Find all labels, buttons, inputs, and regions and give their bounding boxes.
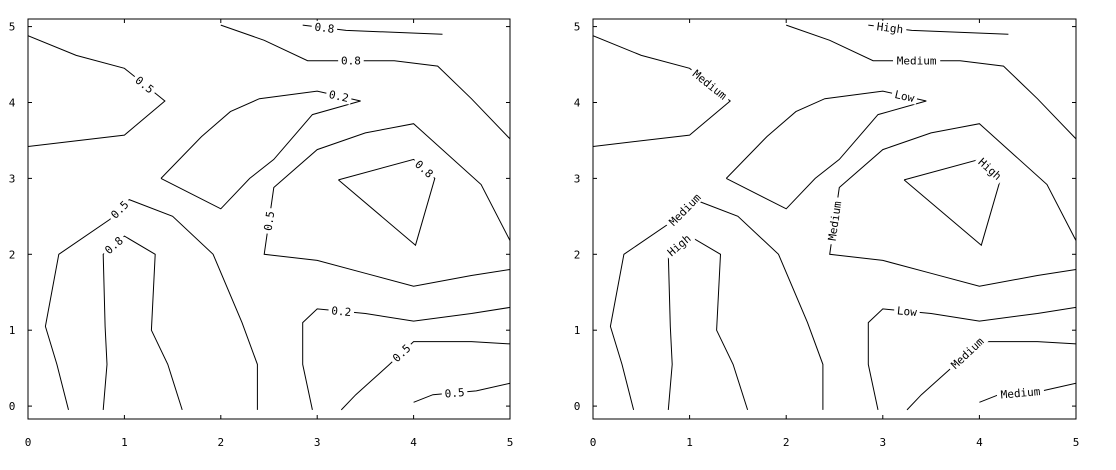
contour-label: 0.5 xyxy=(444,386,465,401)
x-tick-label: 4 xyxy=(410,436,417,449)
contour-line-8 xyxy=(102,235,183,411)
contour-line-5 xyxy=(829,123,1076,287)
y-tick-label: 4 xyxy=(9,96,16,109)
y-tick-label: 5 xyxy=(9,21,16,34)
contour-line-7 xyxy=(44,199,258,411)
contour-label-background xyxy=(327,304,355,319)
contour-label-background xyxy=(106,196,133,223)
contour-label-background xyxy=(873,19,908,36)
x-tick-label: 0 xyxy=(590,436,597,449)
contour-label: High xyxy=(876,20,904,36)
chart-panel-1: 0 1 2 3 4 50123450.50.80.80.20.50.80.50.80.20… xyxy=(9,18,514,449)
contour-label-background xyxy=(130,71,159,98)
plot-frame xyxy=(592,18,1077,420)
contour-lines xyxy=(28,24,510,411)
contour-label-background xyxy=(687,65,733,105)
contour-line-9 xyxy=(867,306,1076,411)
contour-label-background xyxy=(325,87,353,105)
x-tick-label: 2 xyxy=(783,436,790,449)
x-tick-label: 1 xyxy=(686,436,693,449)
plot-frame xyxy=(27,18,511,420)
contour-label-background xyxy=(310,20,338,36)
contour-label: Medium xyxy=(1000,385,1041,401)
contour-line-8 xyxy=(667,235,749,411)
x-tick-label: 1 xyxy=(121,436,128,449)
y-tick-label: 1 xyxy=(9,324,16,337)
contour-label-background xyxy=(662,229,696,261)
contour-label-background xyxy=(893,54,941,67)
x-tick-label: 5 xyxy=(507,436,514,449)
x-tick-label: 4 xyxy=(976,436,983,449)
contour-label: Medium xyxy=(826,200,845,242)
contour-label: Medium xyxy=(949,335,987,372)
contour-line-4 xyxy=(725,90,927,210)
y-tick-label: 3 xyxy=(9,172,16,185)
contour-label-background xyxy=(388,339,415,367)
contour-label-background xyxy=(946,332,989,374)
contour-line-10 xyxy=(906,341,1076,411)
contour-label-background xyxy=(825,196,844,246)
y-tick-label: 0 xyxy=(9,400,16,413)
contour-label: 0.8 xyxy=(314,21,335,36)
y-tick-label: 1 xyxy=(574,324,581,337)
contour-label: 0.5 xyxy=(262,210,278,232)
contour-label: Medium xyxy=(897,55,937,68)
contour-label: 0.8 xyxy=(341,55,361,68)
contour-label-background xyxy=(441,385,468,400)
x-tick-label: 3 xyxy=(879,436,886,449)
contour-label-background xyxy=(893,304,921,319)
contour-label-background xyxy=(890,87,919,105)
contour-line-6 xyxy=(338,158,436,247)
contour-line-10 xyxy=(340,341,510,411)
contour-label-background xyxy=(973,153,1007,185)
contour-line-5 xyxy=(263,123,510,287)
contour-label: 0.2 xyxy=(328,88,350,105)
contour-label: Low xyxy=(896,304,917,319)
contour-label-background xyxy=(100,232,128,259)
x-tick-label: 3 xyxy=(314,436,321,449)
y-tick-label: 2 xyxy=(9,248,16,261)
y-tick-label: 3 xyxy=(574,172,581,185)
contour-label-background xyxy=(663,188,706,231)
chart-panel-2: 0 1 2 3 4 5012345MediumHighMediumLowMediumHig… xyxy=(574,18,1080,449)
contour-label-background xyxy=(261,207,277,235)
x-tick-label: 2 xyxy=(217,436,224,449)
y-tick-label: 4 xyxy=(574,96,581,109)
contour-label-background xyxy=(410,155,438,182)
contour-label: 0.2 xyxy=(331,304,352,319)
x-tick-label: 5 xyxy=(1073,436,1080,449)
y-tick-label: 0 xyxy=(574,400,581,413)
contour-line-7 xyxy=(609,199,824,411)
x-tick-label: 0 xyxy=(25,436,32,449)
contour-label: Low xyxy=(893,88,916,105)
contour-label-background xyxy=(338,54,364,67)
contour-label: Medium xyxy=(690,68,729,103)
contour-line-4 xyxy=(160,90,361,210)
contour-label: Medium xyxy=(667,191,704,229)
y-tick-label: 2 xyxy=(574,248,581,261)
contour-line-3 xyxy=(786,24,1076,140)
contour-line-3 xyxy=(220,24,510,140)
y-tick-label: 5 xyxy=(574,21,581,34)
contour-label-background xyxy=(996,384,1045,401)
contour-line-9 xyxy=(302,306,510,411)
